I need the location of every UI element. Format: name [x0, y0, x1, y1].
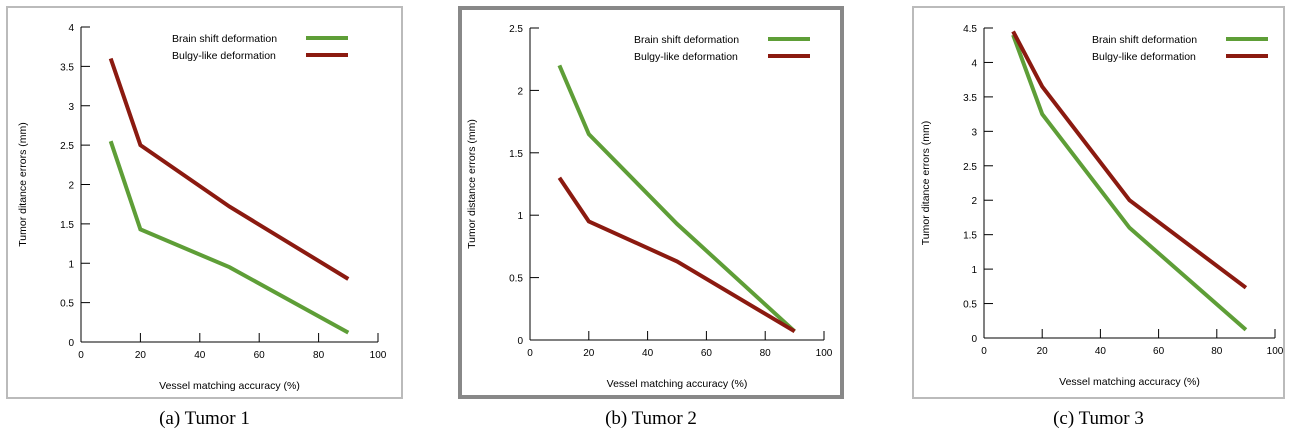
y-tick-label: 0: [68, 338, 74, 349]
series-line-1: [557, 64, 796, 333]
y-axis-label: Tumor ditance errors (mm): [17, 122, 29, 246]
caption-tumor-1: (a) Tumor 1: [159, 408, 250, 429]
x-tick-label: 100: [816, 348, 833, 359]
x-tick-label: 0: [78, 350, 84, 361]
x-tick-label: 80: [313, 350, 325, 361]
x-tick-label: 100: [1267, 346, 1283, 357]
legend: Brain shift deformation Bulgy-like deform…: [172, 33, 348, 62]
legend-label: Bulgy-like deformation: [1092, 51, 1196, 63]
legend-label: Brain shift deformation: [172, 33, 277, 45]
x-tick-label: 60: [1153, 346, 1165, 357]
x-tick-label: 80: [760, 348, 772, 359]
legend-label: Bulgy-like deformation: [172, 50, 276, 62]
y-tick-label: 2.5: [60, 141, 74, 152]
y-tick-label: 3.5: [963, 93, 977, 104]
caption-tumor-3: (c) Tumor 3: [1053, 408, 1144, 429]
y-tick-label: 1.5: [963, 231, 977, 242]
y-tick-label: 0: [971, 334, 977, 345]
y-axis-label: Tumor ditance errors (mm): [920, 121, 932, 245]
legend: Brain shift deformation Bulgy-like deform…: [1092, 34, 1268, 63]
x-tick-label: 40: [194, 350, 206, 361]
line-chart-tumor-1: 0 20 40 60 80 100 0 0.5 1 1.5 2 2.5 3 3.5 4 Vessel matc…: [17, 23, 387, 392]
line-chart-tumor-2: 0 20 40 60 80 100 0 0.5 1 1.5 2 2.5 Vessel matching …: [466, 24, 833, 390]
x-tick-label: 20: [135, 350, 147, 361]
y-tick-label: 3.5: [60, 62, 74, 73]
series-line-1: [108, 140, 350, 335]
y-tick-label: 2: [68, 181, 74, 192]
x-axis-label: Vessel matching accuracy (%): [607, 378, 748, 390]
x-tick-label: 0: [527, 348, 533, 359]
y-axis-label: Tumor distance errors (mm): [466, 119, 478, 249]
series-line-2: [557, 176, 796, 334]
x-tick-label: 60: [701, 348, 713, 359]
x-tick-label: 100: [370, 350, 387, 361]
chart-frame-tumor-1: 0 20 40 60 80 100 0 0.5 1 1.5 2 2.5 3 3.5 4 Vessel matc…: [6, 6, 403, 399]
x-tick-label: 80: [1211, 346, 1223, 357]
legend: Brain shift deformation Bulgy-like deform…: [634, 34, 810, 63]
y-tick-label: 2.5: [963, 162, 977, 173]
y-tick-label: 1: [971, 265, 977, 276]
y-tick-label: 1.5: [60, 220, 74, 231]
y-tick-label: 4: [971, 58, 977, 69]
chart-frame-tumor-2: 0 20 40 60 80 100 0 0.5 1 1.5 2 2.5 Vessel matching …: [458, 6, 844, 399]
y-tick-label: 2: [971, 196, 977, 207]
y-tick-label: 2.5: [509, 24, 523, 35]
y-tick-label: 1: [517, 211, 523, 222]
y-tick-label: 4: [68, 23, 74, 34]
legend-label: Brain shift deformation: [1092, 34, 1197, 46]
y-tick-label: 0: [517, 336, 523, 347]
y-tick-label: 4.5: [963, 24, 977, 35]
x-tick-label: 40: [1095, 346, 1107, 357]
y-tick-label: 3: [68, 102, 74, 113]
x-tick-label: 40: [642, 348, 654, 359]
y-tick-label: 1: [68, 259, 74, 270]
legend-label: Brain shift deformation: [634, 34, 739, 46]
caption-tumor-2: (b) Tumor 2: [605, 408, 697, 429]
x-axis-label: Vessel matching accuracy (%): [159, 380, 300, 392]
x-tick-label: 20: [583, 348, 595, 359]
x-axis-label: Vessel matching accuracy (%): [1059, 376, 1200, 388]
series-line-2: [1011, 30, 1248, 290]
line-chart-tumor-3: 0 20 40 60 80 100 0 0.5 1 1.5 2 2.5 3 3.5 4 4.5 Vessel m…: [920, 24, 1283, 388]
y-tick-label: 2: [517, 86, 523, 97]
x-tick-label: 60: [254, 350, 266, 361]
series-line-1: [1011, 34, 1248, 332]
y-tick-label: 0.5: [509, 274, 523, 285]
y-tick-label: 1.5: [509, 149, 523, 160]
chart-frame-tumor-3: 0 20 40 60 80 100 0 0.5 1 1.5 2 2.5 3 3.5 4 4.5 Vessel m…: [912, 6, 1285, 399]
x-tick-label: 0: [981, 346, 987, 357]
x-tick-label: 20: [1037, 346, 1049, 357]
legend-label: Bulgy-like deformation: [634, 51, 738, 63]
y-tick-label: 0.5: [963, 300, 977, 311]
series-line-2: [108, 57, 350, 281]
y-tick-label: 0.5: [60, 299, 74, 310]
y-tick-label: 3: [971, 127, 977, 138]
